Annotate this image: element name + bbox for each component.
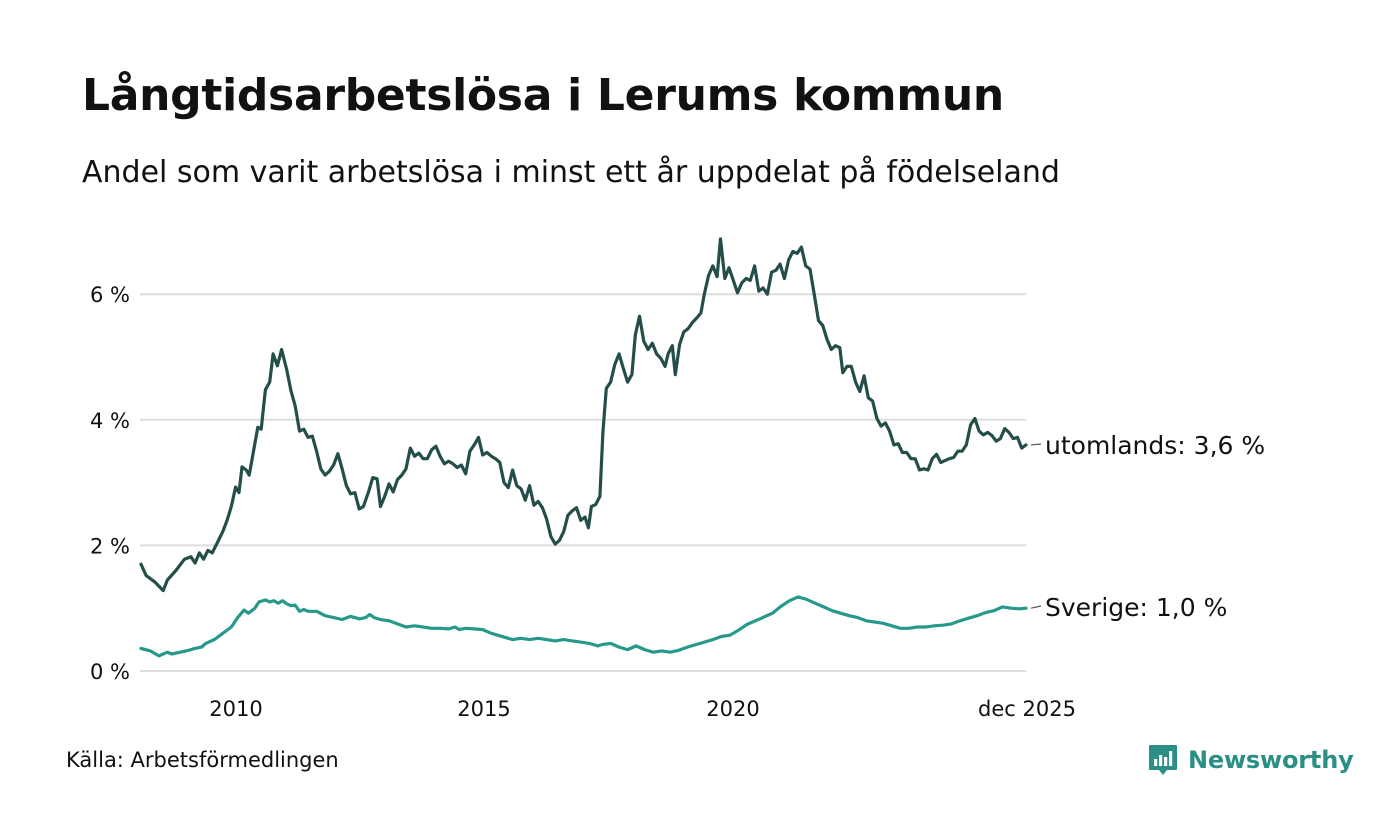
- x-axis-ticks: 2010 2015 2020 dec 2025: [209, 697, 1076, 721]
- series-line-utomlands: [139, 237, 1028, 593]
- series-lines: [139, 237, 1028, 658]
- y-tick-label: 2 %: [90, 534, 130, 558]
- x-tick-label: dec 2025: [978, 697, 1076, 721]
- newsworthy-logo-icon: [1149, 745, 1177, 775]
- label-leader-line: [1030, 605, 1042, 609]
- x-tick-label: 2020: [706, 697, 759, 721]
- label-leader-line: [1030, 443, 1042, 446]
- x-tick-label: 2015: [457, 697, 510, 721]
- brand-name: Newsworthy: [1188, 746, 1354, 774]
- source-note: Källa: Arbetsförmedlingen: [66, 748, 339, 772]
- x-tick-label: 2010: [209, 697, 262, 721]
- y-axis-ticks: 0 % 2 % 4 % 6 %: [90, 283, 130, 684]
- chart-title: Långtidsarbetslösa i Lerums kommun: [82, 70, 1004, 121]
- chart-subtitle: Andel som varit arbetslösa i minst ett å…: [82, 155, 1060, 190]
- brand-logo[interactable]: Newsworthy: [1148, 742, 1354, 778]
- y-tick-label: 6 %: [90, 283, 130, 307]
- series-end-label-utomlands: utomlands: 3,6 %: [1045, 431, 1265, 460]
- series-end-label-sverige: Sverige: 1,0 %: [1045, 593, 1227, 622]
- series-line-sverige: [139, 595, 1028, 658]
- gridlines: [140, 293, 1026, 672]
- y-tick-label: 4 %: [90, 409, 130, 433]
- y-tick-label: 0 %: [90, 660, 130, 684]
- series-end-labels: utomlands: 3,6 % Sverige: 1,0 %: [1030, 431, 1265, 622]
